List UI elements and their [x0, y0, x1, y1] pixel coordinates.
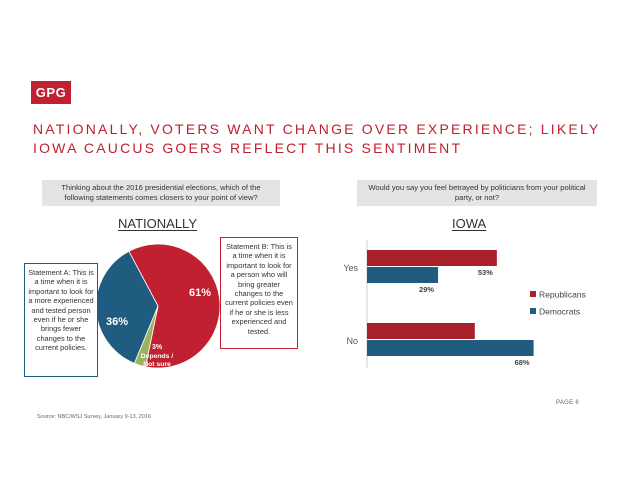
bar-republicans-no [367, 323, 475, 339]
question-nationally: Thinking about the 2016 presidential ele… [42, 180, 280, 206]
page-number: PAGE 6 [556, 400, 580, 406]
gpg-logo: GPG [31, 81, 71, 104]
pie-label: 61% [189, 287, 211, 299]
chart-title-iowa: IOWA [452, 216, 487, 231]
page-headline: NATIONALLY, VOTERS WANT CHANGE OVER EXPE… [33, 120, 623, 158]
bar-category-label: No [346, 336, 358, 346]
legend-label-republicans: Republicans [539, 290, 586, 300]
chart-title-nationally: NATIONALLY [118, 216, 197, 231]
bar-value-label: 29% [419, 285, 434, 294]
callout-statement-a: Statement A: This is a time when it is i… [24, 263, 98, 377]
bar-republicans-yes [367, 250, 497, 266]
legend-swatch-democrats [530, 308, 536, 314]
bar-value-label: 68% [515, 358, 530, 367]
headline-line-1: NATIONALLY, VOTERS WANT CHANGE OVER EXPE… [33, 121, 601, 137]
bar-democrats-no [367, 340, 534, 356]
pie-sublabel: Depends / [141, 353, 174, 360]
question-iowa: Would you say you feel betrayed by polit… [357, 180, 597, 206]
callout-statement-b: Statement B: This is a time when it is i… [220, 237, 298, 349]
legend-label-democrats: Democrats [539, 307, 580, 317]
bar-value-label: 53% [478, 268, 493, 277]
source-note: Source: NBC/WSJ Survey, January 9-13, 20… [37, 414, 151, 420]
pie-label: 36% [106, 316, 128, 328]
bar-democrats-yes [367, 267, 439, 283]
pie-sublabel: Not sure [143, 361, 171, 368]
headline-line-2: IOWA CAUCUS GOERS REFLECT THIS SENTIMENT [33, 140, 463, 156]
bar-category-label: Yes [343, 263, 358, 273]
legend-swatch-republicans [530, 291, 536, 297]
pie-label: 3% [152, 344, 163, 351]
